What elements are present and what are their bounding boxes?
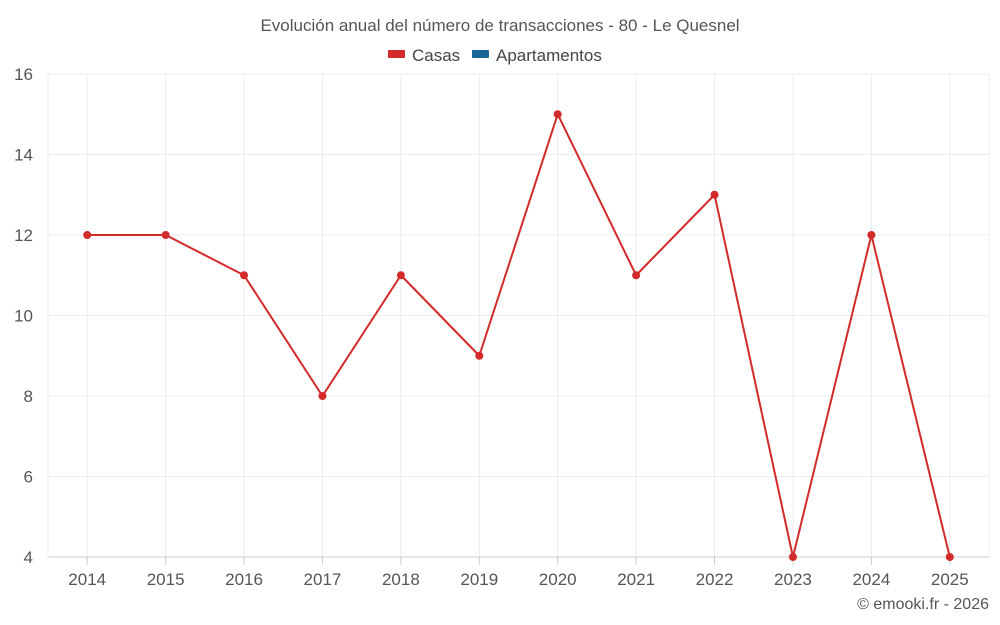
data-point-casas[interactable]: [632, 271, 641, 280]
x-tick-label: 2014: [68, 570, 106, 589]
y-tick-label: 14: [14, 146, 33, 165]
data-point-casas[interactable]: [788, 553, 797, 561]
data-point-casas[interactable]: [945, 553, 954, 561]
x-tick-label: 2019: [460, 570, 498, 589]
x-tick-label: 2018: [382, 570, 420, 589]
legend-label-apartamentos: Apartamentos: [496, 46, 602, 65]
credit-text: © emooki.fr - 2026: [857, 596, 989, 613]
legend-swatch-apartamentos: [472, 50, 489, 58]
legend-label-casas: Casas: [412, 46, 460, 65]
data-point-casas[interactable]: [240, 271, 249, 280]
x-tick-label: 2021: [617, 570, 655, 589]
legend-item-casas[interactable]: Casas: [388, 46, 460, 65]
x-tick-label: 2024: [852, 570, 890, 589]
axes: 4 6 8 10 12 14 16 2014 2015 2016 2017 2018 2019 2020 2…: [14, 65, 989, 589]
data-point-casas[interactable]: [83, 231, 92, 239]
series: [83, 110, 954, 561]
x-tick-label: 2017: [304, 570, 342, 589]
legend-item-apartamentos[interactable]: Apartamentos: [472, 46, 602, 65]
x-tick-label: 2020: [539, 570, 577, 589]
legend: Casas Apartamentos: [388, 46, 602, 65]
y-tick-label: 6: [24, 468, 33, 487]
y-tick-label: 8: [24, 387, 33, 406]
legend-swatch-casas: [388, 50, 405, 58]
chart-title: Evolución anual del número de transaccio…: [260, 16, 739, 35]
data-point-casas[interactable]: [553, 110, 562, 119]
series-line-casas: [86, 113, 951, 558]
data-point-casas[interactable]: [396, 271, 405, 280]
x-tick-label: 2016: [225, 570, 263, 589]
data-point-casas[interactable]: [161, 231, 170, 239]
data-point-casas[interactable]: [318, 392, 327, 400]
x-tick-label: 2025: [931, 570, 969, 589]
grid: [47, 73, 990, 557]
data-point-casas[interactable]: [710, 190, 719, 199]
y-tick-label: 16: [14, 65, 33, 84]
data-point-casas[interactable]: [867, 231, 876, 239]
y-tick-label: 4: [24, 548, 33, 567]
data-point-casas[interactable]: [475, 351, 484, 360]
y-tick-label: 10: [14, 307, 33, 326]
x-tick-label: 2015: [147, 570, 185, 589]
y-tick-label: 12: [14, 226, 33, 245]
x-tick-label: 2022: [696, 570, 734, 589]
x-tick-label: 2023: [774, 570, 812, 589]
